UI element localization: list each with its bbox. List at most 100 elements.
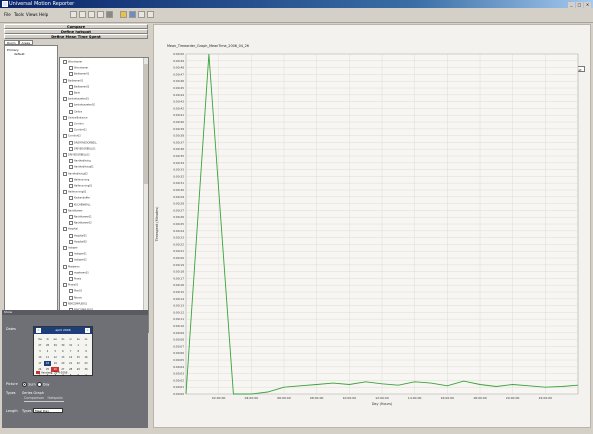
calendar-day[interactable]: 28: [69, 368, 73, 371]
cut-icon[interactable]: [70, 11, 77, 18]
calendar-day[interactable]: 30: [84, 368, 88, 371]
calendar-day[interactable]: 16: [84, 356, 88, 359]
types-graph-label[interactable]: Graph: [33, 391, 44, 395]
help-icon[interactable]: [97, 11, 104, 18]
arrow-icon[interactable]: [147, 11, 154, 18]
sensor-tree-item[interactable]: Woonkamer: [69, 66, 88, 71]
calendar-day[interactable]: 11: [46, 356, 50, 359]
sensor-tree-item[interactable]: Hospital02: [69, 239, 87, 244]
tab-room[interactable]: Room: [4, 40, 19, 45]
calendar-day[interactable]: 12: [53, 356, 57, 359]
checkbox-icon[interactable]: [69, 177, 73, 182]
checkbox-icon[interactable]: [69, 84, 73, 89]
sensor-tree-item[interactable]: Hallerunning: [69, 177, 89, 182]
folder-icon[interactable]: [120, 11, 127, 18]
calendar-day[interactable]: 3: [54, 374, 56, 377]
sensor-tree-item[interactable]: Nachtkamer: [63, 208, 83, 213]
calendar-day[interactable]: 29: [76, 368, 80, 371]
checkbox-icon[interactable]: [69, 270, 73, 275]
checkbox-icon[interactable]: [69, 258, 73, 263]
calendar-day[interactable]: 10: [38, 356, 42, 359]
define-mean-time-button[interactable]: Define Mean Time Spent: [4, 34, 148, 39]
checkbox-icon[interactable]: [63, 246, 67, 250]
calendar-day[interactable]: 6: [62, 350, 64, 353]
calendar-day[interactable]: 17: [38, 362, 42, 365]
copy-icon[interactable]: [79, 11, 86, 18]
sensor-tree-item[interactable]: CentralEntrance: [63, 115, 87, 120]
calendar-day[interactable]: 6: [77, 374, 80, 377]
checkbox-icon[interactable]: [63, 190, 67, 195]
checkbox-icon[interactable]: [69, 109, 73, 114]
checkbox-icon[interactable]: [63, 97, 67, 102]
calendar-day[interactable]: 27: [61, 368, 65, 371]
checkbox-icon[interactable]: [69, 103, 73, 108]
checkbox-icon[interactable]: [63, 283, 67, 288]
calendar-day[interactable]: 30: [61, 344, 65, 347]
sensor-tree-item[interactable]: Praxis01: [63, 283, 78, 288]
sensor-tree-item[interactable]: Maskeren: [63, 264, 79, 269]
sensor-tree-item[interactable]: Hanthebliving02: [63, 171, 88, 176]
checkbox-icon[interactable]: [69, 146, 73, 151]
calendar-day[interactable]: 19: [53, 362, 57, 365]
calendar-day[interactable]: 31: [69, 344, 73, 347]
checkbox-icon[interactable]: [69, 215, 73, 219]
calendar-day[interactable]: 27: [38, 344, 42, 347]
sensor-tree-item[interactable]: Praxis: [69, 277, 81, 281]
checkbox-icon[interactable]: [63, 227, 67, 232]
checkbox-icon[interactable]: [63, 115, 67, 120]
scrollbar-thumb[interactable]: [144, 64, 148, 184]
calendar-day[interactable]: 3: [39, 350, 41, 353]
calendar-day[interactable]: 4: [46, 350, 49, 353]
checkbox-icon[interactable]: [69, 91, 73, 95]
calendar-day[interactable]: 25: [46, 368, 50, 371]
checkbox-icon[interactable]: [69, 277, 73, 281]
calendar-day[interactable]: 21: [69, 362, 73, 365]
sensor-tree-item[interactable]: REKCOMPLEKS1: [63, 301, 87, 306]
checkbox-icon[interactable]: [69, 184, 73, 188]
calendar-day[interactable]: 20: [61, 362, 65, 365]
checkbox-icon[interactable]: [69, 72, 73, 77]
sensor-tree-item[interactable]: Hanthebliving01: [69, 165, 94, 170]
sensor-tree-item[interactable]: Woonkamer: [63, 60, 82, 64]
calendar-day[interactable]: 7: [85, 374, 87, 377]
sensor-tree-item[interactable]: Bank: [69, 91, 80, 95]
picture-day-radio[interactable]: [36, 382, 42, 387]
menu-tools[interactable]: Tools: [14, 12, 24, 17]
sensor-tree-item[interactable]: Hallerunning02: [63, 190, 86, 195]
calendar-day[interactable]: 24: [38, 368, 42, 371]
sensor-tree-item[interactable]: Corridor01: [69, 128, 87, 133]
sensor-tree-item[interactable]: DR/DRIVEDORBELL: [69, 140, 97, 145]
menu-file[interactable]: File: [4, 12, 11, 17]
checkbox-icon[interactable]: [69, 221, 73, 226]
checkbox-icon[interactable]: [69, 196, 73, 201]
close-button[interactable]: ×: [584, 2, 591, 8]
sensor-tree-item[interactable]: Inslaper02: [69, 258, 87, 263]
sensor-tree-item[interactable]: Centra: [69, 109, 82, 114]
checkbox-icon[interactable]: [63, 78, 67, 83]
checkbox-icon[interactable]: [69, 252, 73, 257]
calendar-day[interactable]: 7: [69, 350, 72, 353]
compare-button[interactable]: Compare: [4, 24, 148, 29]
checkbox-icon[interactable]: [69, 122, 73, 126]
checkbox-icon[interactable]: [63, 208, 67, 213]
checkbox-icon[interactable]: [63, 134, 67, 139]
calendar-next-button[interactable]: >: [85, 328, 90, 333]
calendar-day[interactable]: 14: [69, 356, 73, 359]
tree-node-default[interactable]: default: [14, 52, 25, 56]
calendar-day[interactable]: 8: [77, 350, 80, 353]
checkbox-icon[interactable]: [69, 66, 73, 71]
sensor-tree-item[interactable]: bankdeurzeker02: [69, 103, 95, 108]
define-hotspot-button[interactable]: Define hotspot: [4, 29, 148, 34]
calendar-day[interactable]: 13: [61, 356, 65, 359]
sensor-tree-item[interactable]: Hospital01: [69, 233, 87, 238]
sensor-tree-item[interactable]: Hanthebliving: [69, 159, 91, 164]
checkbox-icon[interactable]: [69, 159, 73, 164]
sensor-tree-item[interactable]: KUCHENWALL: [69, 202, 91, 207]
calendar-day[interactable]: 2: [46, 374, 49, 377]
calendar-day[interactable]: 2: [85, 344, 87, 347]
checkbox-icon[interactable]: [69, 140, 73, 145]
sensor-tree-item[interactable]: Badkamer01: [69, 72, 89, 77]
checkbox-icon[interactable]: [63, 60, 67, 64]
sensor-tree-item[interactable]: Nachtkamer02: [69, 221, 92, 226]
sensor-tree-item[interactable]: Corridor: [69, 122, 84, 126]
